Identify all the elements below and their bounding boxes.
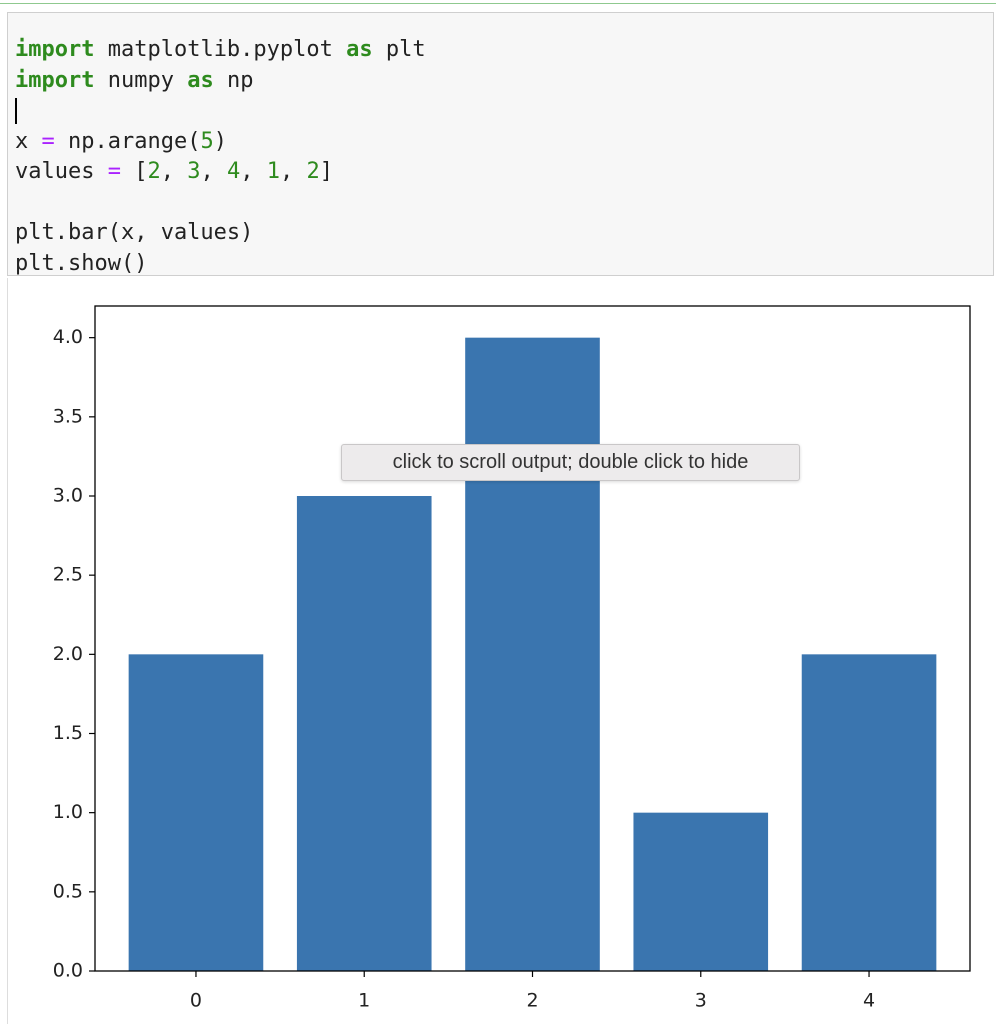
code-token: plt.bar(x, values): [15, 220, 254, 245]
code-cell[interactable]: import matplotlib.pyplot as plt import nu…: [7, 12, 994, 276]
y-tick-label: 2.5: [53, 564, 83, 586]
code-token: =: [107, 159, 121, 184]
code-line: import matplotlib.pyplot as plt: [15, 35, 993, 66]
y-tick-label: 3.5: [53, 405, 83, 427]
code-token: 4: [226, 159, 241, 184]
y-tick-label: 0.5: [53, 880, 83, 902]
code-token: np: [213, 67, 254, 93]
y-tick-label: 1.0: [53, 801, 83, 823]
y-tick-label: 2.0: [53, 643, 83, 665]
code-token: 2: [306, 159, 320, 184]
y-tick-label: 0.0: [53, 960, 83, 982]
x-tick-label: 3: [695, 990, 707, 1012]
bar: [633, 812, 769, 971]
code-token: as: [187, 67, 214, 93]
x-tick-label: 2: [526, 990, 538, 1012]
code-line: [15, 96, 993, 127]
output-chart[interactable]: 0.0 0.5 1.0 1.5 2.0 2.5 3.0 3.5 4.0 0 1 2 3 4: [0, 280, 996, 1024]
code-token: plt: [372, 37, 426, 62]
y-tick-label: 4.0: [53, 326, 83, 348]
code-token: ,: [160, 159, 188, 184]
code-token: =: [41, 128, 55, 154]
x-tick-label: 4: [863, 990, 875, 1012]
code-line: plt.bar(x, values): [15, 218, 993, 249]
x-tick-label: 1: [358, 990, 370, 1012]
code-line: import numpy as np: [15, 66, 993, 97]
code-token: matplotlib.pyplot: [94, 37, 347, 62]
bar: [465, 337, 600, 972]
output-prompt-bar: [7, 278, 8, 1024]
code-token: x: [15, 128, 42, 154]
code-token: 3: [187, 159, 201, 184]
code-token: import: [15, 67, 95, 93]
y-tick-label: 3.0: [53, 485, 83, 507]
code-token: ,: [200, 159, 227, 184]
code-line: x = np.arange(5): [15, 127, 993, 158]
x-tick-label: 0: [190, 990, 202, 1012]
code-line: values = [2, 3, 4, 1, 2]: [15, 157, 993, 188]
code-token: import: [15, 37, 95, 62]
bar: [296, 496, 432, 971]
y-tick-label: 1.5: [53, 722, 83, 744]
bar: [128, 654, 264, 971]
text-cursor: [15, 98, 17, 124]
bar: [801, 654, 937, 971]
code-line: [15, 188, 993, 219]
code-token: ,: [240, 159, 267, 184]
code-token: 1: [266, 159, 280, 184]
code-token: np.arange(: [54, 128, 201, 154]
tooltip: click to scroll output; double click to …: [341, 444, 800, 481]
code-token: numpy: [94, 67, 188, 93]
code-token: ]: [319, 159, 333, 184]
code-token: as: [346, 37, 373, 62]
cell-border: [0, 3, 996, 4]
code-token: ): [213, 128, 227, 154]
code-line: plt.show(): [15, 249, 993, 280]
code-token: values: [15, 159, 108, 184]
code-token: 2: [147, 159, 161, 184]
code-token: 5: [200, 128, 214, 154]
code-token: ,: [279, 159, 307, 184]
code-token: [: [120, 159, 148, 184]
code-token: plt.show(): [15, 250, 148, 276]
